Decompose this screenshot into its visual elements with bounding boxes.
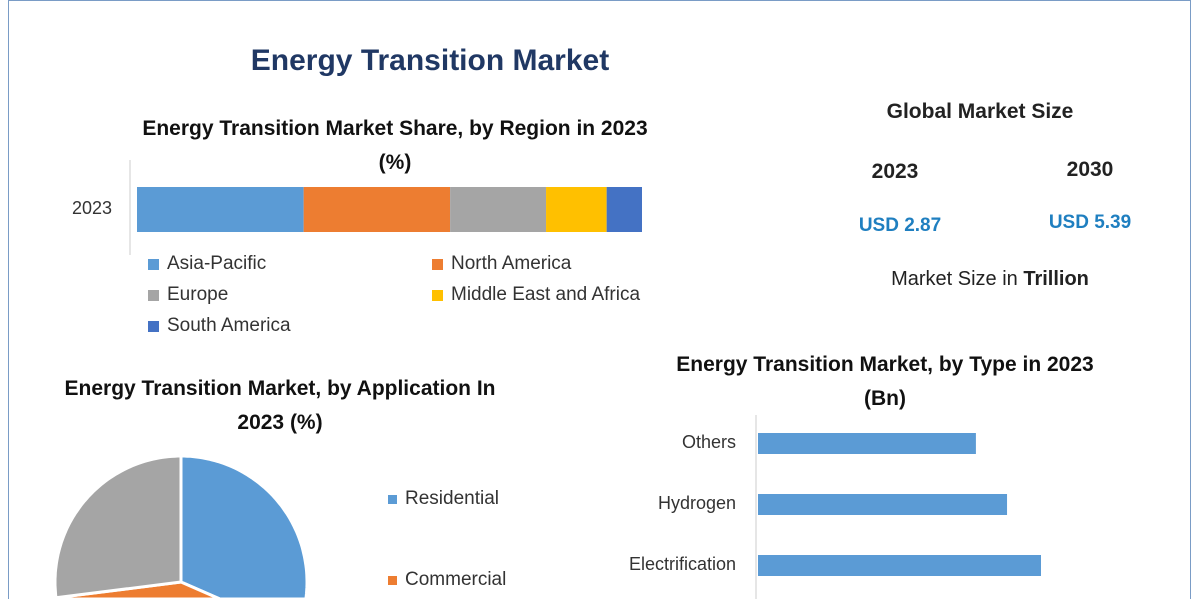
- market-size-note: Market Size in Trillion: [820, 268, 1160, 291]
- legend-label: Commercial: [405, 569, 507, 590]
- legend-label: Europe: [167, 284, 229, 305]
- pie-legend-item: Commercial: [388, 569, 506, 591]
- year-2030: 2030: [1066, 158, 1114, 181]
- value-2023: USD 2.87: [858, 215, 942, 236]
- legend-label: North America: [451, 253, 572, 274]
- type-bar: [758, 494, 1008, 515]
- legend-swatch: [432, 289, 443, 301]
- legend-label: Middle East and Africa: [451, 284, 641, 305]
- type-category-label: Hydrogen: [657, 493, 736, 513]
- frame-border: [8, 0, 1191, 599]
- pie-legend-item: Residential: [388, 488, 499, 510]
- region-category-label: 2023: [71, 198, 112, 218]
- year-2023: 2023: [871, 160, 919, 183]
- legend-swatch: [148, 258, 159, 270]
- main-title: Energy Transition Market: [250, 44, 610, 77]
- legend-item: Europe: [148, 284, 228, 306]
- pie-slice: [54, 580, 221, 600]
- note-prefix: Market Size in: [891, 268, 1024, 290]
- pie-slice: [53, 454, 183, 600]
- type-category-label: Others: [681, 432, 736, 452]
- type-bar: [758, 555, 1041, 576]
- region-chart-title: Energy Transition Market Share, by Regio…: [142, 117, 648, 174]
- legend-label: Residential: [405, 488, 499, 509]
- legend-item: South America: [148, 315, 291, 337]
- type-bar: [758, 433, 976, 454]
- legend-label: Asia-Pacific: [167, 253, 267, 274]
- region-bar-segment: [137, 187, 304, 232]
- note-unit: Trillion: [1023, 268, 1089, 290]
- legend-swatch: [388, 575, 397, 585]
- legend-swatch: [432, 258, 443, 270]
- region-bar-segment: [606, 187, 642, 232]
- market-size-heading: Global Market Size: [886, 100, 1074, 123]
- region-bar-segment: [303, 187, 451, 232]
- legend-label: South America: [167, 315, 291, 336]
- value-2030: USD 5.39: [1048, 212, 1132, 233]
- region-bar-segment: [450, 187, 547, 232]
- region-bar-segment: [546, 187, 607, 232]
- type-chart-title: Energy Transition Market, by Type in 202…: [676, 353, 1094, 410]
- legend-item: Middle East and Africa: [432, 284, 640, 306]
- application-chart-title: Energy Transition Market, by Application…: [64, 377, 496, 434]
- legend-item: Asia-Pacific: [148, 253, 266, 275]
- type-category-label: Electrification: [628, 554, 736, 574]
- legend-swatch: [388, 494, 397, 504]
- legend-swatch: [148, 320, 159, 332]
- legend-item: North America: [432, 253, 571, 275]
- legend-swatch: [148, 289, 159, 301]
- pie-slice: [179, 454, 309, 600]
